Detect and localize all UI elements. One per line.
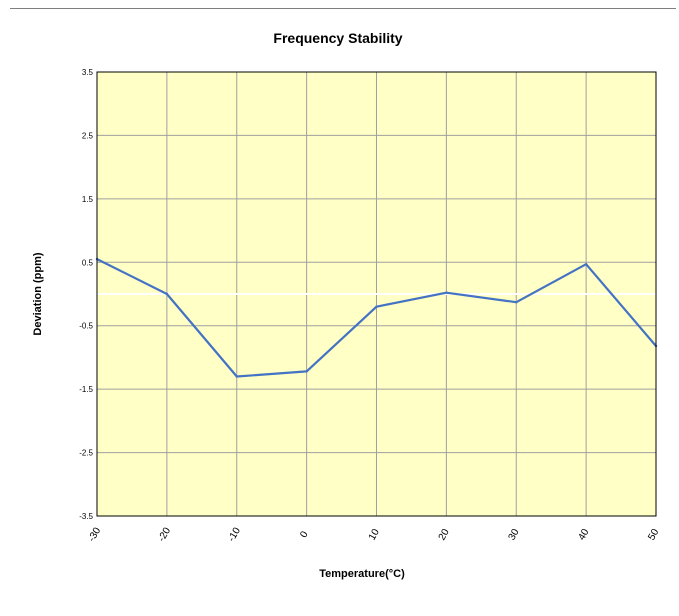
x-tick-label: -20	[156, 525, 173, 543]
x-tick-label: 10	[367, 527, 382, 543]
data-point	[584, 262, 588, 266]
y-tick-label: -1.5	[79, 385, 93, 394]
y-tick-label: 0.5	[82, 258, 94, 267]
data-point	[375, 305, 378, 308]
chart-title: Frequency Stability	[273, 30, 402, 46]
y-tick-label: -3.5	[79, 512, 93, 521]
x-tick-label: 0	[298, 529, 311, 540]
data-point	[305, 370, 308, 373]
data-point	[445, 291, 448, 294]
y-tick-labels: 3.5 2.5 1.5 0.5 -0.5 -1.5 -2.5 -3.5	[79, 68, 93, 521]
x-tick-label: 30	[507, 527, 522, 543]
data-point	[515, 301, 518, 304]
x-tick-label: -30	[86, 525, 103, 543]
x-tick-label: 40	[576, 527, 591, 543]
x-tick-label: -10	[226, 525, 243, 543]
y-tick-label: 1.5	[82, 195, 94, 204]
x-axis-label: Temperature(°C)	[319, 568, 405, 580]
y-tick-label: 2.5	[82, 131, 94, 140]
y-tick-label: 3.5	[82, 68, 94, 77]
x-tick-labels: -30 -20 -10 0 10 20 30 40 50	[86, 525, 661, 543]
y-tick-label: -2.5	[79, 449, 93, 458]
plot-border	[96, 71, 657, 517]
x-tick-label: 20	[437, 527, 452, 543]
y-axis-label: Deviation (ppm)	[32, 252, 44, 335]
top-rule	[10, 8, 676, 9]
data-point	[165, 292, 169, 296]
x-tick-label: 50	[646, 527, 661, 543]
series-layer	[95, 257, 658, 378]
data-point	[235, 375, 238, 378]
y-tick-label: -0.5	[79, 322, 93, 331]
